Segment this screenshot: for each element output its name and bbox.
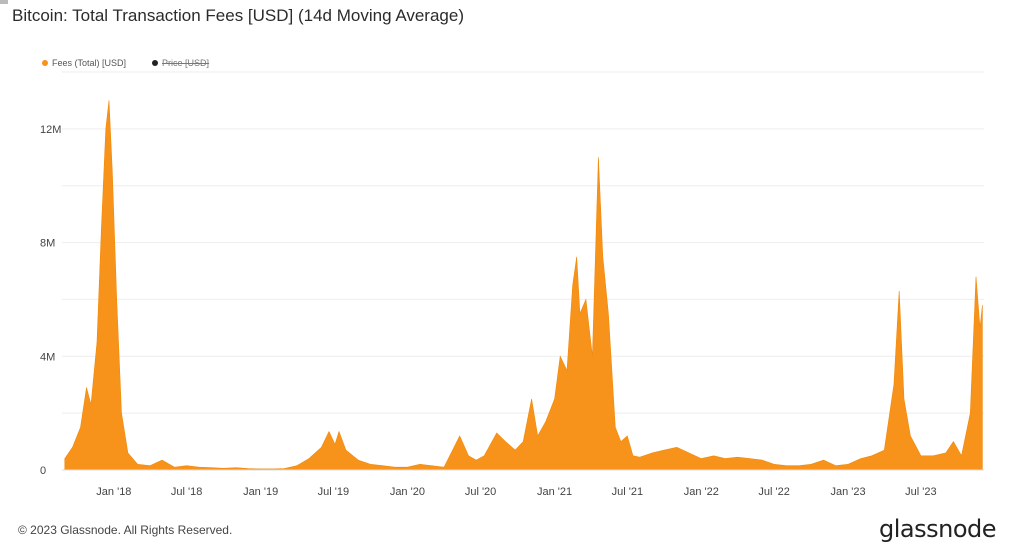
x-tick-label: Jan '20	[390, 486, 425, 498]
legend-label-price: Price [USD]	[162, 58, 210, 68]
corner-mark	[0, 0, 8, 4]
chart-title: Bitcoin: Total Transaction Fees [USD] (1…	[12, 6, 464, 25]
legend-dot-price	[152, 60, 159, 66]
legend-dot-fees	[42, 60, 48, 66]
x-tick-label: Jul '19	[318, 486, 349, 498]
y-tick-label: 0	[40, 465, 46, 477]
legend-item-fees[interactable]: Fees (Total) [USD]	[42, 58, 126, 68]
glassnode-logo: glassnode	[878, 515, 997, 543]
x-tick-label: Jul '21	[612, 486, 643, 498]
fees-area	[64, 100, 983, 471]
x-tick-label: Jan '23	[831, 486, 866, 498]
x-tick-label: Jan '21	[537, 486, 572, 498]
legend: Fees (Total) [USD] Price [USD]	[42, 58, 209, 68]
x-tick-label: Jul '20	[465, 486, 496, 498]
x-tick-label: Jul '23	[905, 486, 936, 498]
legend-item-price[interactable]: Price [USD]	[152, 58, 209, 68]
x-tick-label: Jul '22	[758, 486, 789, 498]
x-tick-label: Jul '18	[171, 486, 202, 498]
x-tick-label: Jan '18	[96, 486, 131, 498]
copyright: © 2023 Glassnode. All Rights Reserved.	[18, 523, 233, 537]
y-tick-label: 4M	[40, 351, 55, 363]
legend-label-fees: Fees (Total) [USD]	[52, 58, 127, 68]
x-tick-label: Jan '22	[684, 486, 719, 498]
y-tick-label: 12M	[40, 124, 61, 136]
y-tick-label: 8M	[40, 238, 55, 250]
x-tick-label: Jan '19	[243, 486, 278, 498]
